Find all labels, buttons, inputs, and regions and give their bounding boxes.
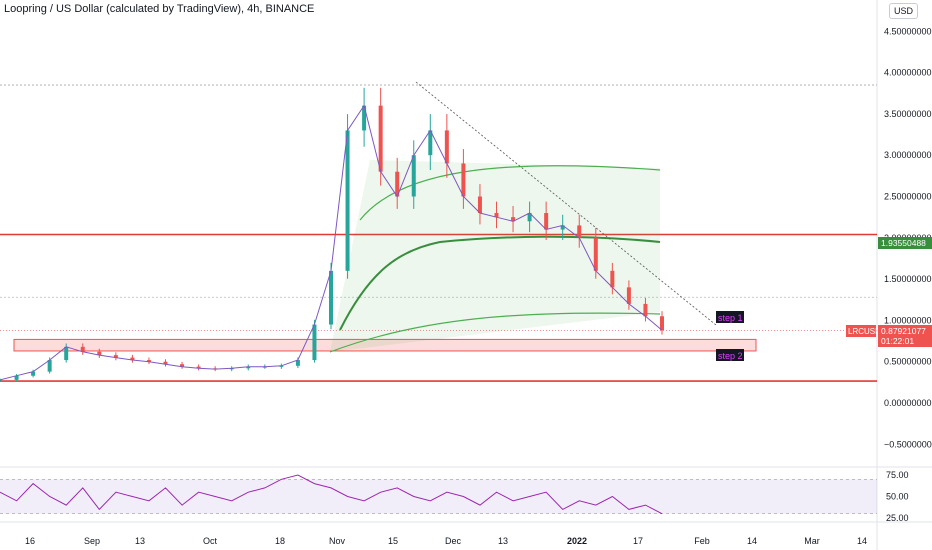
price-tick-label: 3.50000000 xyxy=(884,109,932,119)
symbol-tag: LRCUSD xyxy=(848,327,881,336)
candle-body xyxy=(113,355,118,358)
candle-body xyxy=(610,270,615,288)
candle-body xyxy=(444,130,449,164)
candle-body xyxy=(312,324,317,361)
candle-body xyxy=(14,375,19,380)
candle-body xyxy=(560,225,565,230)
price-tick-label: 3.00000000 xyxy=(884,150,932,160)
time-tick-label: 13 xyxy=(498,536,508,546)
candle-body xyxy=(180,364,185,367)
step2-label-box xyxy=(716,349,744,361)
candle-body xyxy=(64,346,69,361)
time-tick-label: 16 xyxy=(25,536,35,546)
rsi-tick-label: 50.00 xyxy=(886,492,909,502)
time-tick-label: 2022 xyxy=(567,536,587,546)
vwap-fill-area xyxy=(330,160,660,352)
candle-body xyxy=(527,213,532,222)
moving-average-line xyxy=(339,235,661,331)
time-tick-label: Feb xyxy=(694,536,710,546)
descending-trendline xyxy=(415,81,717,326)
step1-label-box xyxy=(716,311,744,323)
candle-body xyxy=(163,361,168,365)
ma-value-tag-box xyxy=(878,237,932,249)
price-tick-label: 2.50000000 xyxy=(884,192,932,202)
candle-body xyxy=(31,371,36,376)
candle-body xyxy=(477,196,482,214)
chart-title: Loopring / US Dollar (calculated by Trad… xyxy=(4,3,315,15)
candle-body xyxy=(329,270,333,325)
price-tick-label: 4.00000000 xyxy=(884,68,932,78)
candle-body xyxy=(229,368,234,370)
candle-body xyxy=(660,316,664,331)
candle-body xyxy=(577,225,582,238)
time-tick-label: 13 xyxy=(135,536,145,546)
price-tick-label: −0.50000000 xyxy=(884,439,932,449)
time-tick-label: Sep xyxy=(84,536,100,546)
candle-body xyxy=(0,379,2,381)
candle-body xyxy=(47,360,52,372)
currency-button[interactable]: USD xyxy=(888,3,918,19)
candle-body xyxy=(643,303,648,317)
time-tick-label: 14 xyxy=(857,536,867,546)
ma-value-tag: 1.93550488 xyxy=(881,238,926,248)
candle-body xyxy=(130,357,135,361)
candle-body xyxy=(395,171,400,197)
step1-label: step 1 xyxy=(718,313,743,323)
rsi-line xyxy=(0,474,663,515)
countdown-tag: 01:22:01 xyxy=(881,336,914,346)
candle-body xyxy=(80,346,85,352)
candle-body xyxy=(146,360,151,362)
price-line xyxy=(0,104,663,381)
rsi-tick-label: 75.00 xyxy=(886,470,909,480)
candle-body xyxy=(461,163,466,197)
last-price-tag: 0.87921077 xyxy=(881,326,926,336)
price-tick-label: 4.50000000 xyxy=(884,26,932,36)
price-tick-label: 1.00000000 xyxy=(884,315,932,325)
time-tick-label: Dec xyxy=(445,536,462,546)
candle-body xyxy=(593,237,598,271)
candle-body xyxy=(411,155,416,197)
time-tick-label: 18 xyxy=(275,536,285,546)
price-tick-label: 1.50000000 xyxy=(884,274,932,284)
candle-body xyxy=(246,366,251,369)
candle-body xyxy=(511,217,516,222)
symbol-tag-box xyxy=(846,325,876,337)
last-price-tag-box xyxy=(878,325,932,347)
candle-body xyxy=(378,105,383,172)
candle-body xyxy=(295,360,300,366)
price-tick-label: 0.50000000 xyxy=(884,357,932,367)
time-tick-label: Mar xyxy=(804,536,820,546)
time-tick-label: Nov xyxy=(329,536,346,546)
time-tick-label: Oct xyxy=(203,536,218,546)
price-tick-label: 0.00000000 xyxy=(884,398,932,408)
candle-body xyxy=(428,130,433,156)
step2-label: step 2 xyxy=(718,351,743,361)
candle-body xyxy=(626,287,631,304)
time-tick-label: 14 xyxy=(747,536,757,546)
time-tick-label: 17 xyxy=(633,536,643,546)
time-tick-label: 15 xyxy=(388,536,398,546)
candle-body xyxy=(196,366,201,369)
rsi-tick-label: 25.00 xyxy=(886,513,909,523)
candle-body xyxy=(279,365,284,367)
candle-body xyxy=(362,105,367,131)
candle-body xyxy=(345,130,350,271)
vwap-lower-line xyxy=(329,312,661,353)
candle-body xyxy=(97,351,102,356)
support-zone-rect xyxy=(13,338,757,352)
candle-body xyxy=(544,213,549,230)
candle-body xyxy=(494,213,499,218)
